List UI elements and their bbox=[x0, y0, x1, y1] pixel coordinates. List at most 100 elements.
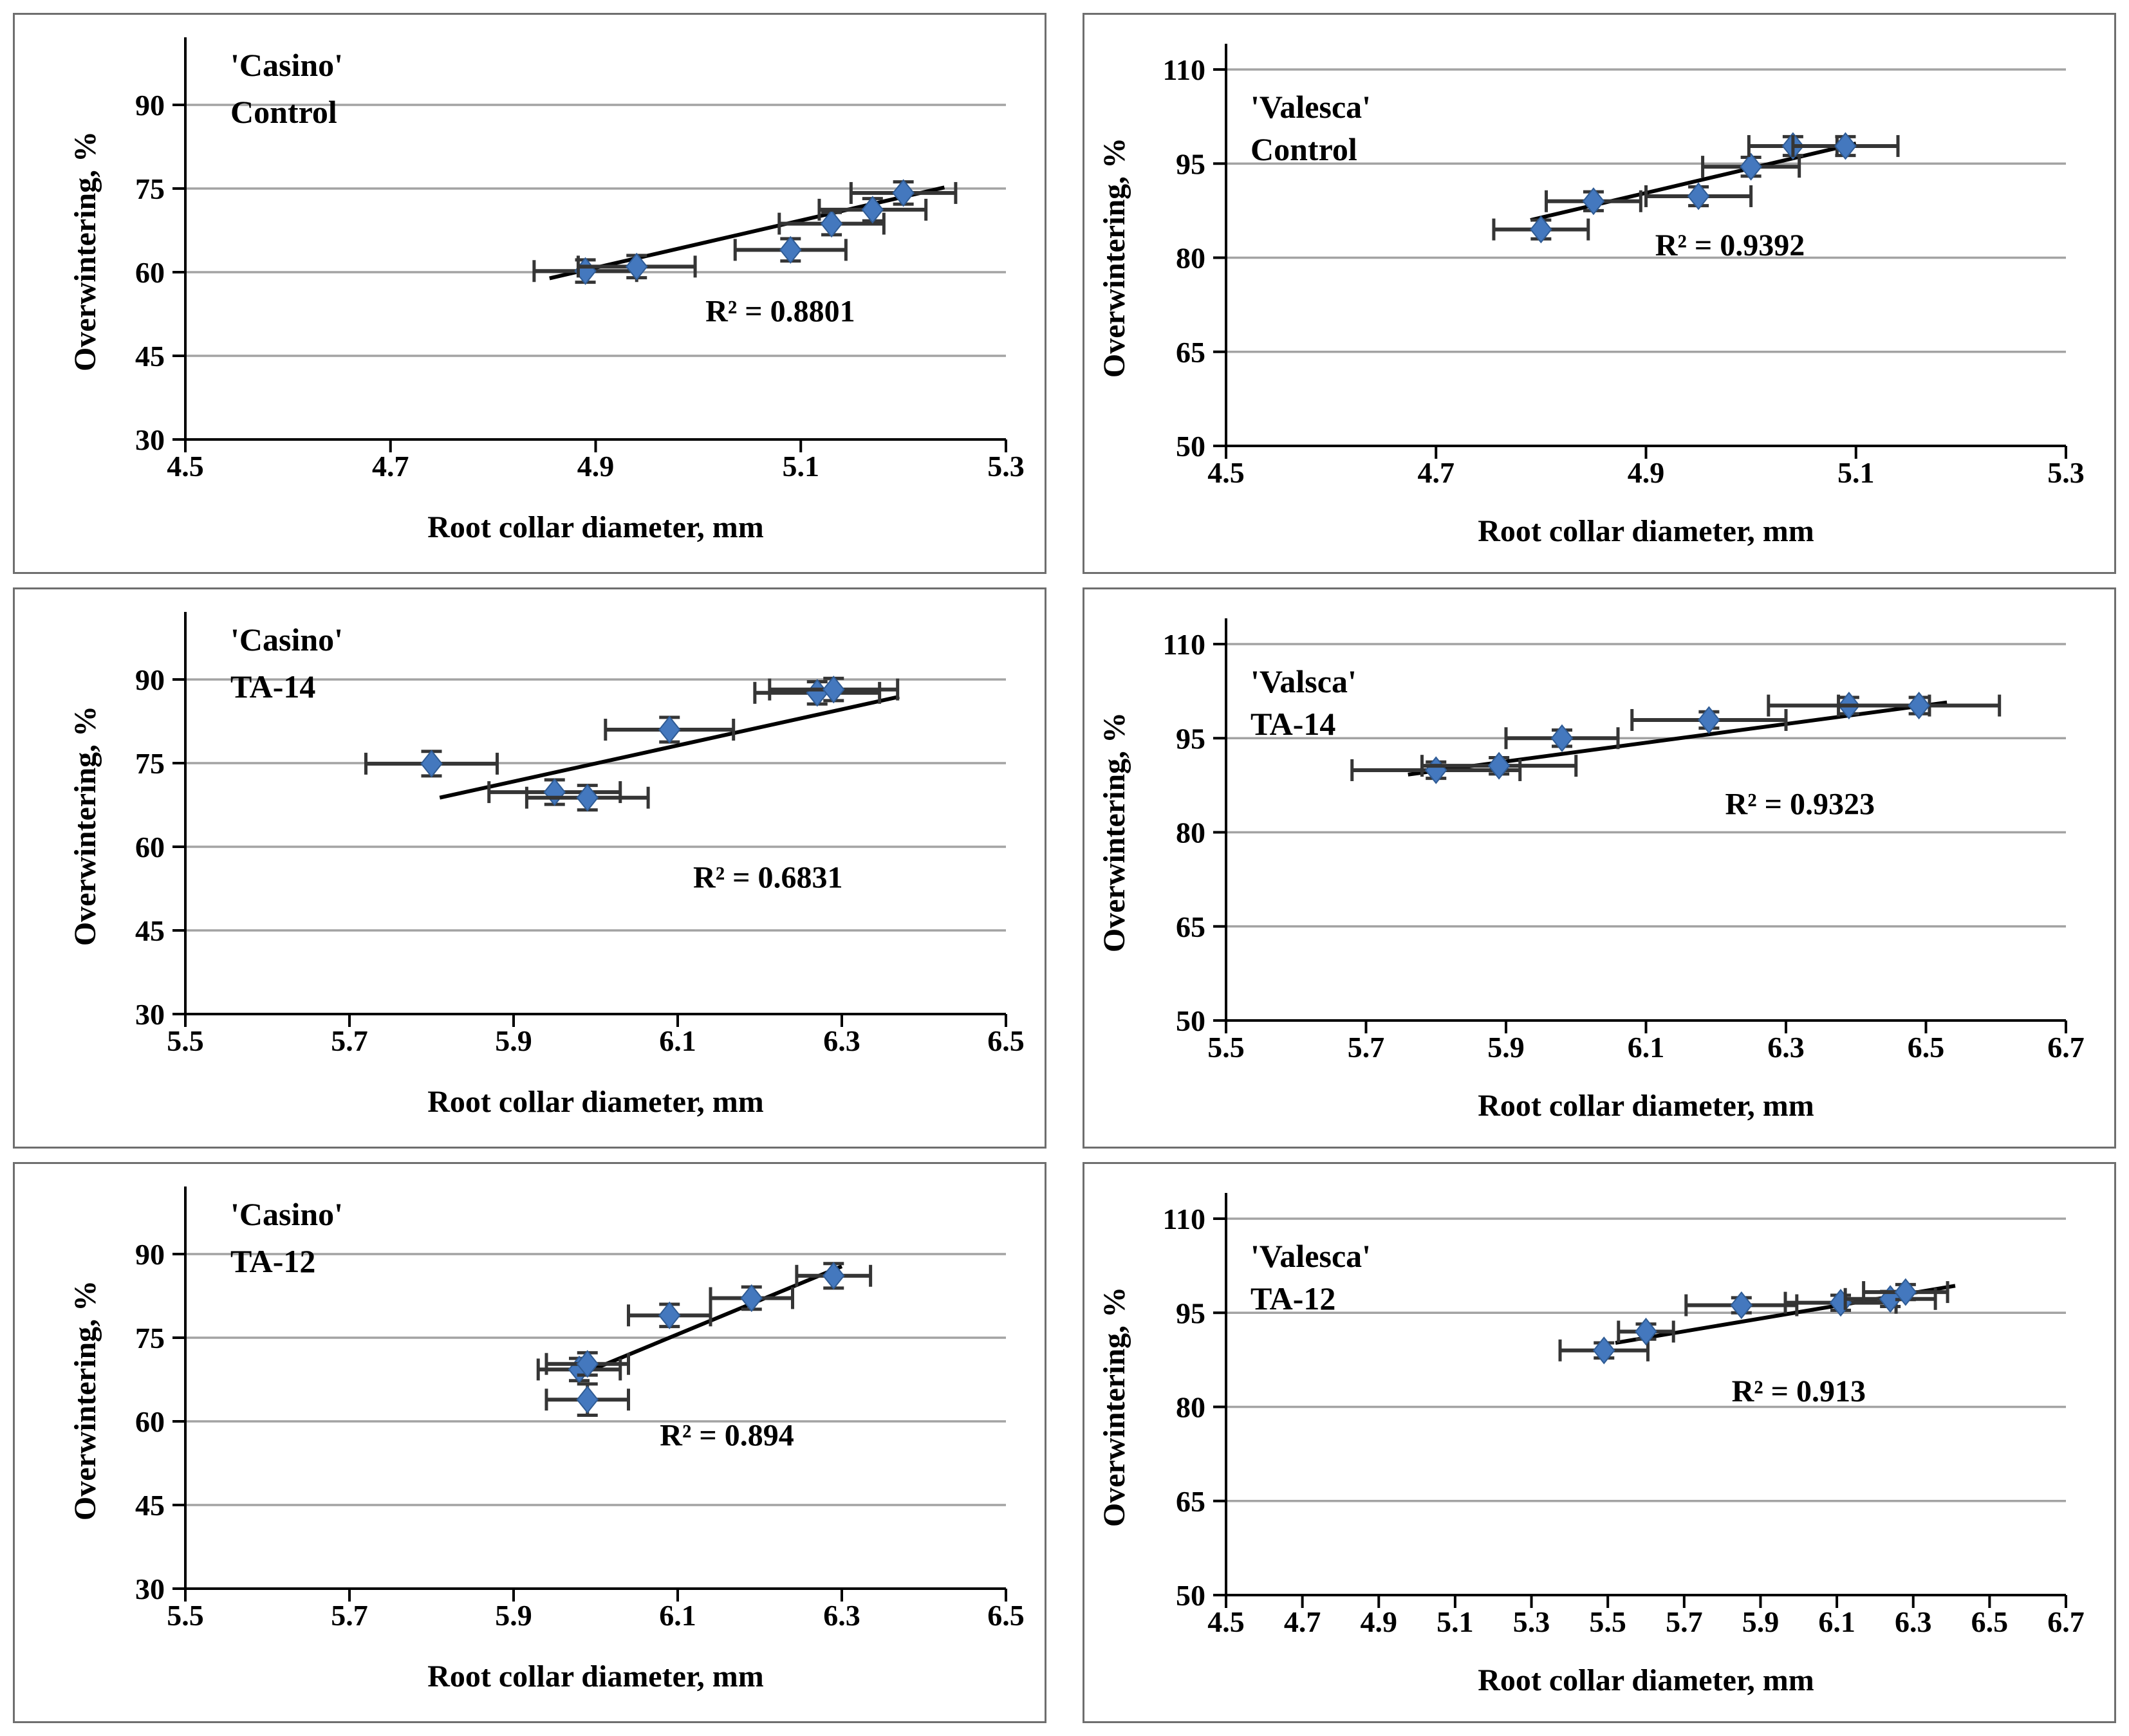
x-tick-label: 5.7 bbox=[1348, 1031, 1385, 1064]
x-tick-label: 6.5 bbox=[987, 1024, 1025, 1057]
x-tick-label: 4.5 bbox=[167, 450, 204, 483]
x-tick-label: 6.1 bbox=[659, 1599, 696, 1632]
x-tick-label: 5.1 bbox=[783, 450, 820, 483]
trendline bbox=[1530, 142, 1857, 222]
y-tick-label: 65 bbox=[1176, 336, 1205, 369]
data-point-marker bbox=[822, 675, 845, 704]
x-tick-label: 4.7 bbox=[1418, 456, 1455, 489]
y-tick-label: 80 bbox=[1176, 817, 1205, 849]
y-tick-label: 75 bbox=[135, 172, 165, 205]
data-point-marker bbox=[1635, 1317, 1657, 1346]
x-tick-label: 5.7 bbox=[331, 1024, 368, 1057]
y-tick-label: 80 bbox=[1176, 242, 1205, 275]
data-point-marker bbox=[576, 1350, 599, 1378]
panel-title-line: Control bbox=[1250, 131, 1357, 167]
x-tick-label: 4.9 bbox=[1628, 456, 1665, 489]
y-tick-label: 60 bbox=[135, 256, 165, 289]
x-axis-title: Root collar diameter, mm bbox=[1478, 1663, 1814, 1697]
data-point-marker bbox=[1582, 187, 1605, 216]
data-point-marker bbox=[576, 784, 599, 812]
y-tick-label: 90 bbox=[135, 1238, 165, 1271]
data-point-marker bbox=[1530, 216, 1552, 244]
panel-title-line: 'Valesca' bbox=[1250, 1238, 1371, 1274]
panel-title-line: TA-14 bbox=[230, 669, 315, 705]
panel-title-line: Control bbox=[230, 94, 337, 130]
data-point-marker bbox=[1687, 182, 1710, 210]
x-tick-label: 4.9 bbox=[1361, 1605, 1398, 1638]
trendline bbox=[439, 694, 900, 800]
y-axis-title: Overwintering, % bbox=[68, 706, 102, 946]
y-tick-label: 60 bbox=[135, 1405, 165, 1438]
y-tick-label: 50 bbox=[1176, 1004, 1205, 1037]
y-axis-title: Overwintering, % bbox=[1097, 1287, 1131, 1527]
x-tick-label: 6.1 bbox=[1818, 1605, 1855, 1638]
x-tick-label: 4.5 bbox=[1207, 1605, 1245, 1638]
y-tick-label: 45 bbox=[135, 914, 165, 947]
x-tick-label: 5.3 bbox=[2047, 456, 2085, 489]
y-axis-title: Overwintering, % bbox=[1097, 138, 1131, 378]
y-tick-label: 110 bbox=[1163, 628, 1205, 661]
x-tick-label: 6.5 bbox=[1908, 1031, 1945, 1064]
x-tick-label: 5.1 bbox=[1837, 456, 1875, 489]
trendline bbox=[574, 1264, 843, 1379]
data-point-marker bbox=[822, 1262, 845, 1290]
r-squared-label: R² = 0.8801 bbox=[705, 295, 855, 329]
x-tick-label: 4.7 bbox=[1284, 1605, 1321, 1638]
chart-casino-control: 4.5 4.7 4.9 5.1 5.3 30 45 60 75 90 Root collar dia… bbox=[68, 37, 1025, 544]
x-tick-label: 6.7 bbox=[2047, 1605, 2085, 1638]
y-tick-label: 30 bbox=[135, 1573, 165, 1605]
panel-title-line: 'Valesca' bbox=[1250, 89, 1371, 125]
y-tick-label: 95 bbox=[1176, 147, 1205, 180]
x-tick-label: 5.5 bbox=[167, 1024, 204, 1057]
y-tick-label: 65 bbox=[1176, 910, 1205, 943]
data-point-marker bbox=[658, 716, 681, 744]
data-point-marker bbox=[420, 750, 443, 778]
x-tick-label: 6.3 bbox=[823, 1024, 860, 1057]
x-axis-title: Root collar diameter, mm bbox=[1478, 1089, 1814, 1123]
data-point-marker bbox=[576, 1385, 599, 1414]
y-tick-label: 80 bbox=[1176, 1391, 1205, 1424]
x-tick-label: 6.1 bbox=[1628, 1031, 1665, 1064]
x-tick-label: 5.9 bbox=[495, 1024, 532, 1057]
chart-valesca-control: 4.5 4.7 4.9 5.1 5.3 50 65 80 95 110 Root collar di… bbox=[1097, 44, 2085, 548]
y-tick-label: 90 bbox=[135, 663, 165, 696]
chart-panel-casino-ta14: 5.5 5.7 5.9 6.1 6.3 6.5 30 45 60 75 90 Root collar … bbox=[13, 587, 1046, 1149]
chart-panel-valesca-control: 4.5 4.7 4.9 5.1 5.3 50 65 80 95 110 Root collar di… bbox=[1083, 13, 2116, 574]
x-tick-label: 5.9 bbox=[495, 1599, 532, 1632]
x-tick-label: 6.3 bbox=[1767, 1031, 1805, 1064]
x-axis-title: Root collar diameter, mm bbox=[427, 1085, 764, 1119]
y-tick-label: 75 bbox=[135, 747, 165, 780]
panel-title-line: TA-14 bbox=[1250, 706, 1335, 742]
y-tick-label: 45 bbox=[135, 340, 165, 373]
data-point-marker bbox=[1740, 152, 1762, 181]
x-tick-label: 6.5 bbox=[987, 1599, 1025, 1632]
panel-title-line: TA-12 bbox=[230, 1243, 315, 1279]
chart-panel-valsca-ta14: 5.5 5.7 5.9 6.1 6.3 6.5 6.7 50 65 80 95 110 Root col… bbox=[1083, 587, 2116, 1149]
y-tick-label: 65 bbox=[1176, 1485, 1205, 1518]
chart-valsca-ta14: 5.5 5.7 5.9 6.1 6.3 6.5 6.7 50 65 80 95 110 Root col… bbox=[1097, 618, 2085, 1123]
data-point-marker bbox=[1592, 1336, 1615, 1365]
y-tick-label: 75 bbox=[135, 1322, 165, 1354]
chart-casino-ta14: 5.5 5.7 5.9 6.1 6.3 6.5 30 45 60 75 90 Root collar … bbox=[68, 612, 1025, 1119]
x-tick-label: 5.5 bbox=[1589, 1605, 1626, 1638]
x-tick-label: 6.3 bbox=[823, 1599, 860, 1632]
x-tick-label: 4.7 bbox=[372, 450, 409, 483]
y-tick-label: 45 bbox=[135, 1489, 165, 1522]
y-tick-label: 110 bbox=[1163, 53, 1205, 86]
data-point-marker bbox=[1834, 132, 1857, 160]
x-tick-label: 5.9 bbox=[1487, 1031, 1525, 1064]
data-point-marker bbox=[1487, 752, 1511, 780]
data-point-marker bbox=[1550, 724, 1574, 752]
data-point-marker bbox=[740, 1284, 763, 1313]
x-tick-label: 5.7 bbox=[331, 1599, 368, 1632]
panel-title-line: 'Valsca' bbox=[1250, 663, 1357, 699]
data-point-marker bbox=[658, 1301, 681, 1329]
x-tick-label: 5.9 bbox=[1742, 1605, 1780, 1638]
data-point-marker bbox=[1908, 691, 1930, 720]
x-tick-label: 4.9 bbox=[577, 450, 615, 483]
y-tick-label: 30 bbox=[135, 998, 165, 1031]
x-tick-label: 5.3 bbox=[1513, 1605, 1550, 1638]
x-tick-label: 5.5 bbox=[167, 1599, 204, 1632]
panel-title-line: 'Casino' bbox=[230, 622, 343, 658]
r-squared-label: R² = 0.6831 bbox=[693, 861, 842, 895]
